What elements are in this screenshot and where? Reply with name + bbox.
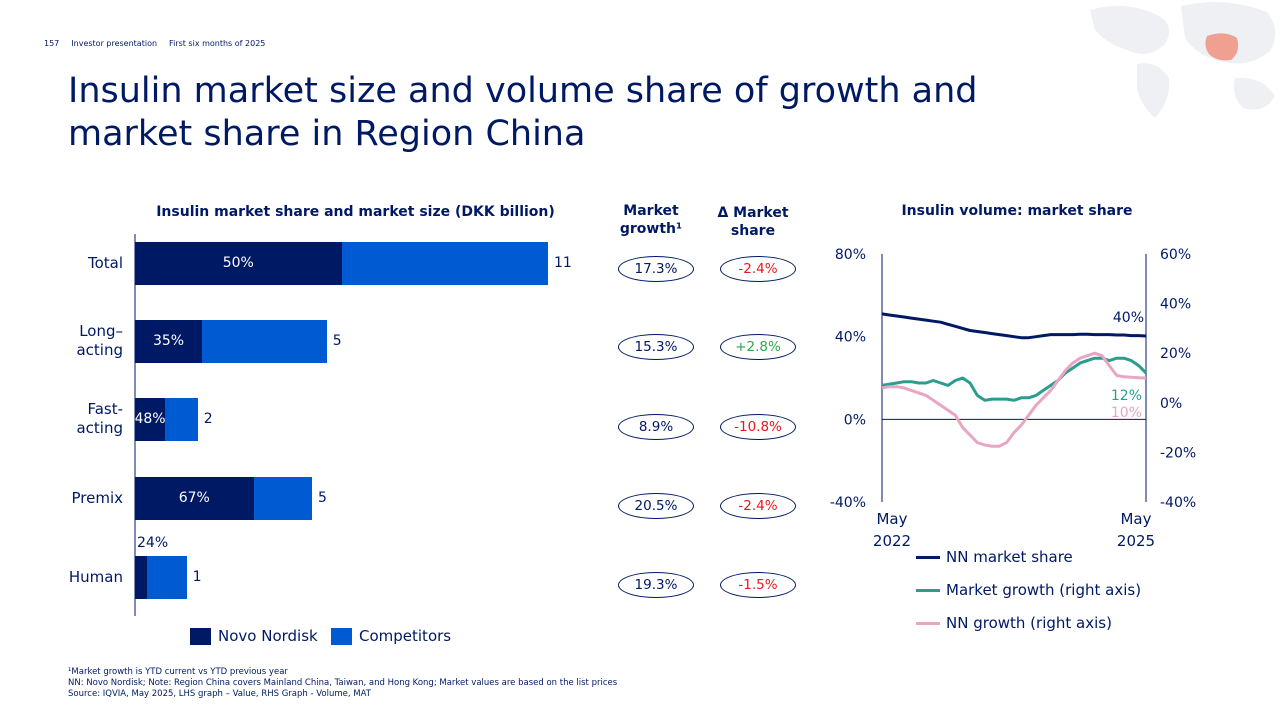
legend-label-novo: Novo Nordisk [218, 627, 318, 645]
bar-competitors-total [341, 242, 548, 285]
category-label-total: Total [87, 253, 123, 272]
share-label-human: 24% [137, 535, 169, 551]
share-label-total: 50% [222, 255, 254, 271]
legend-line-nn-growth [916, 621, 940, 625]
market-size-label-fast-acting: 2 [203, 411, 213, 427]
right-tick-60: 60% [1160, 247, 1191, 263]
footnote-market-growth: ¹Market growth is YTD current vs YTD pre… [68, 667, 288, 677]
footnote-note: NN: Novo Nordisk; Note: Region China cov… [68, 678, 618, 688]
delta-share-human: -1.5% [720, 572, 796, 598]
delta-share-header-line1: Δ Market [717, 205, 789, 221]
legend-market-growth: Market growth (right axis) [916, 581, 1141, 599]
bar-competitors-human [147, 556, 187, 599]
delta-share-long-acting: +2.8% [720, 334, 796, 360]
share-label-fast-acting: 48% [134, 411, 166, 427]
share-label-premix: 67% [178, 490, 210, 506]
market-growth-fast-acting: 8.9% [618, 414, 694, 440]
delta-share-header-line2: share [730, 223, 776, 239]
left-tick-80: 80% [835, 247, 866, 263]
market-size-label-premix: 5 [318, 490, 327, 506]
page-number: 157 [44, 39, 60, 48]
market-growth-header: Market growth¹ [600, 202, 702, 238]
deck-name: Investor presentation [71, 39, 158, 48]
category-label-human: Human [68, 567, 123, 586]
right-tick-40: 40% [1160, 297, 1191, 313]
market-growth-total: 17.3% [618, 256, 694, 282]
market-size-label-long-acting: 5 [332, 333, 342, 349]
category-label-premix: Premix [71, 488, 123, 507]
market-growth-long-acting: 15.3% [618, 334, 694, 360]
x-tick-label-1-0: May [1120, 510, 1151, 528]
bar-novo-fast-acting [135, 398, 166, 441]
delta-share-header: Δ Market share [700, 204, 806, 240]
delta-share-fast-acting: -10.8% [720, 414, 796, 440]
bar-competitors-premix [253, 477, 312, 520]
bar-competitors-fast-acting [165, 398, 198, 441]
bar-novo-premix [135, 477, 254, 520]
china-highlight [1205, 33, 1239, 61]
left-tick-40: -40% [830, 495, 866, 511]
share-label-long-acting: 35% [152, 333, 185, 349]
delta-share-premix: -2.4% [720, 493, 796, 519]
footnote-source: Source: IQVIA, May 2025, LHS graph – Val… [68, 689, 371, 699]
category-label-fast-acting: Fast-acting [76, 400, 123, 437]
market-size-label-total: 11 [554, 255, 572, 271]
x-tick-label-0-0: May [876, 510, 907, 528]
market-growth-premix: 20.5% [618, 493, 694, 519]
right-tick-0: 0% [1160, 396, 1182, 412]
legend-competitors: Competitors [331, 627, 451, 645]
market-size-label-human: 1 [192, 569, 202, 585]
bar-novo-total [135, 242, 342, 285]
period-label: First six months of 2025 [169, 39, 266, 48]
x-tick-label-0-1: 2022 [873, 532, 911, 550]
legend-swatch-competitors [331, 627, 352, 645]
legend-novo-nordisk: Novo Nordisk [190, 627, 318, 645]
category-label-long-acting: Long– acting [76, 322, 123, 359]
bar-competitors-long-acting [202, 320, 327, 363]
delta-share-total: -2.4% [720, 256, 796, 282]
x-tick-label-1-1: 2025 [1117, 532, 1155, 550]
world-map-icon [1090, 2, 1276, 118]
legend-label-market-growth: Market growth (right axis) [946, 581, 1142, 599]
right-tick-20: -20% [1160, 445, 1196, 461]
market-growth-header-line1: Market [623, 203, 679, 219]
page-title: Insulin market size and volume share of … [68, 71, 978, 154]
legend-swatch-novo [190, 627, 211, 645]
left-tick-40: 40% [835, 330, 866, 346]
legend-nn-market-share: NN market share [916, 548, 1073, 566]
end-label-market-growth-right-axis: 12% [1111, 388, 1142, 404]
legend-label-competitors: Competitors [359, 627, 452, 645]
legend-nn-growth: NN growth (right axis) [916, 614, 1112, 632]
right-tick-20: 20% [1160, 346, 1191, 362]
series-line-nn-growth-right-axis [881, 351, 1147, 448]
footnotes: ¹Market growth is YTD current vs YTD pre… [68, 667, 617, 700]
bar-chart-title: Insulin market share and market size (DK… [156, 204, 555, 220]
right-tick-40: -40% [1160, 495, 1196, 511]
left-tick-0: 0% [844, 412, 866, 428]
end-label-nn-market-share: 40% [1113, 310, 1144, 326]
header-bar: 157 Investor presentation First six mont… [44, 39, 265, 48]
market-growth-human: 19.3% [618, 572, 694, 598]
legend-label-nn-growth: NN growth (right axis) [946, 614, 1112, 632]
bar-novo-human [135, 556, 148, 599]
legend-line-nn-share [916, 555, 940, 559]
series-line-nn-market-share [881, 312, 1147, 340]
legend-label-nn-share: NN market share [946, 548, 1073, 566]
bar-novo-long-acting [135, 320, 203, 363]
line-chart-title: Insulin volume: market share [901, 203, 1133, 219]
legend-line-market-growth [916, 588, 940, 592]
end-label-nn-growth-right-axis: 10% [1111, 405, 1142, 421]
market-growth-header-line2: growth¹ [619, 221, 683, 237]
